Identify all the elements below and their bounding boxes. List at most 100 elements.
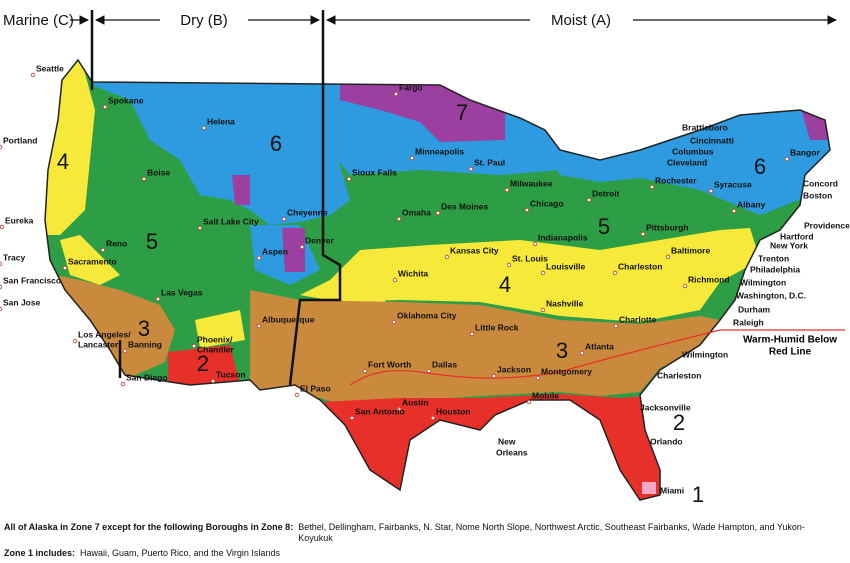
zone-7-area (232, 175, 250, 205)
city-label: Eureka (5, 215, 34, 225)
zone-3-area (250, 290, 720, 410)
zone-7-area (282, 228, 305, 272)
city-dot (256, 255, 262, 261)
city-label: Wilmington (682, 349, 728, 359)
zone-number: 4 (499, 272, 511, 297)
city-dot (0, 144, 3, 150)
city-label: New York (770, 240, 808, 250)
city-dot (349, 415, 355, 421)
city-dot (62, 265, 68, 271)
city-dot (504, 187, 510, 193)
city-dot (524, 207, 530, 213)
zone-number: 3 (138, 316, 150, 341)
city-label: Detroit (592, 188, 620, 198)
zone-number: 4 (57, 149, 69, 174)
city-label: Pittsburgh (646, 222, 689, 232)
city-dot (613, 323, 619, 329)
zone-number: 5 (146, 229, 158, 254)
city-dot (30, 72, 36, 78)
city-label: Seattle (36, 63, 64, 73)
city-dot (409, 155, 415, 161)
red-line-label: Warm-Humid Below (743, 335, 837, 346)
city-label: Jacksonville (640, 402, 691, 412)
city-dot (299, 244, 305, 250)
city-label: Boise (147, 167, 170, 177)
city-label: Charleston (618, 261, 662, 271)
city-label: Providence (804, 220, 850, 230)
city-dot (72, 338, 78, 344)
zone-4-area (60, 235, 120, 285)
city-label: Rochester (655, 175, 697, 185)
city-dot (0, 284, 3, 290)
city-label: Jackson (497, 364, 531, 374)
city-label: Little Rock (475, 322, 519, 332)
city-label: Sioux Falls (352, 167, 397, 177)
city-label: Spokane (108, 95, 144, 105)
city-dot (392, 277, 398, 283)
city-label: St. Louis (512, 253, 548, 263)
city-label: Orleans (496, 447, 528, 457)
city-dot (0, 306, 3, 312)
city-label: San Jose (3, 297, 41, 307)
city-label: San Diego (126, 372, 168, 382)
city-label: Portland (3, 135, 37, 145)
city-dot (579, 350, 585, 356)
city-label: Chicago (530, 198, 564, 208)
city-dot (586, 197, 592, 203)
city-label: Reno (106, 238, 127, 248)
city-label: Tucson (216, 369, 246, 379)
note-text: Hawaii, Guam, Puerto Rico, and the Virgi… (80, 548, 280, 558)
city-dot (120, 381, 126, 387)
note-text: Bethel, Dellingham, Fairbanks, N. Star, … (298, 522, 805, 543)
city-label: Mobile (532, 390, 559, 400)
city-dot (201, 125, 207, 131)
zone-number: 1 (692, 482, 704, 507)
zone-number: 3 (556, 338, 568, 363)
region-label: Moist (A) (551, 12, 611, 29)
zone-number: 6 (270, 131, 282, 156)
city-dot (649, 184, 655, 190)
city-dot (346, 176, 352, 182)
city-label: Nashville (546, 298, 584, 308)
city-dot (731, 208, 737, 214)
city-label: Albany (737, 199, 766, 209)
zone-number: 5 (598, 214, 610, 239)
city-label: Milwaukee (510, 178, 553, 188)
city-label: Houston (436, 406, 470, 416)
city-label: Chandler (197, 344, 235, 354)
city-label: Los Angeles/ (78, 329, 131, 339)
city-label: Atlanta (585, 341, 614, 351)
city-dot (102, 104, 108, 110)
city-label: Louisville (546, 261, 585, 271)
zone-6-area (92, 80, 350, 225)
city-label: Miami (660, 485, 684, 495)
us-outline (44, 58, 831, 501)
city-label: Las Vegas (161, 287, 203, 297)
city-label: Omaha (402, 207, 431, 217)
city-label: Trenton (758, 253, 789, 263)
city-label: Helena (207, 116, 235, 126)
city-dot (396, 216, 402, 222)
city-label: Fort Worth (368, 359, 411, 369)
zone-number: 2 (673, 410, 685, 435)
city-dot (468, 166, 474, 172)
city-dot (197, 225, 203, 231)
city-dot (281, 216, 287, 222)
city-label: Richmond (688, 274, 730, 284)
city-label: Baltimore (671, 245, 710, 255)
city-dot (210, 378, 216, 384)
zone-4-area (195, 310, 245, 348)
city-dot (191, 343, 197, 349)
zone-number: 7 (456, 100, 468, 125)
city-dot (532, 241, 538, 247)
alaska-note: All of Alaska in Zone 7 except for the f… (4, 522, 834, 544)
city-dot (784, 156, 790, 162)
region-label: Dry (B) (180, 12, 228, 29)
city-label: Philadelphia (750, 264, 800, 274)
city-dot (0, 224, 5, 230)
city-label: Minneapolis (415, 146, 464, 156)
city-label: Oklahoma City (397, 310, 457, 320)
city-label: Dallas (432, 359, 457, 369)
city-dot (393, 91, 399, 97)
city-dot (540, 307, 546, 313)
